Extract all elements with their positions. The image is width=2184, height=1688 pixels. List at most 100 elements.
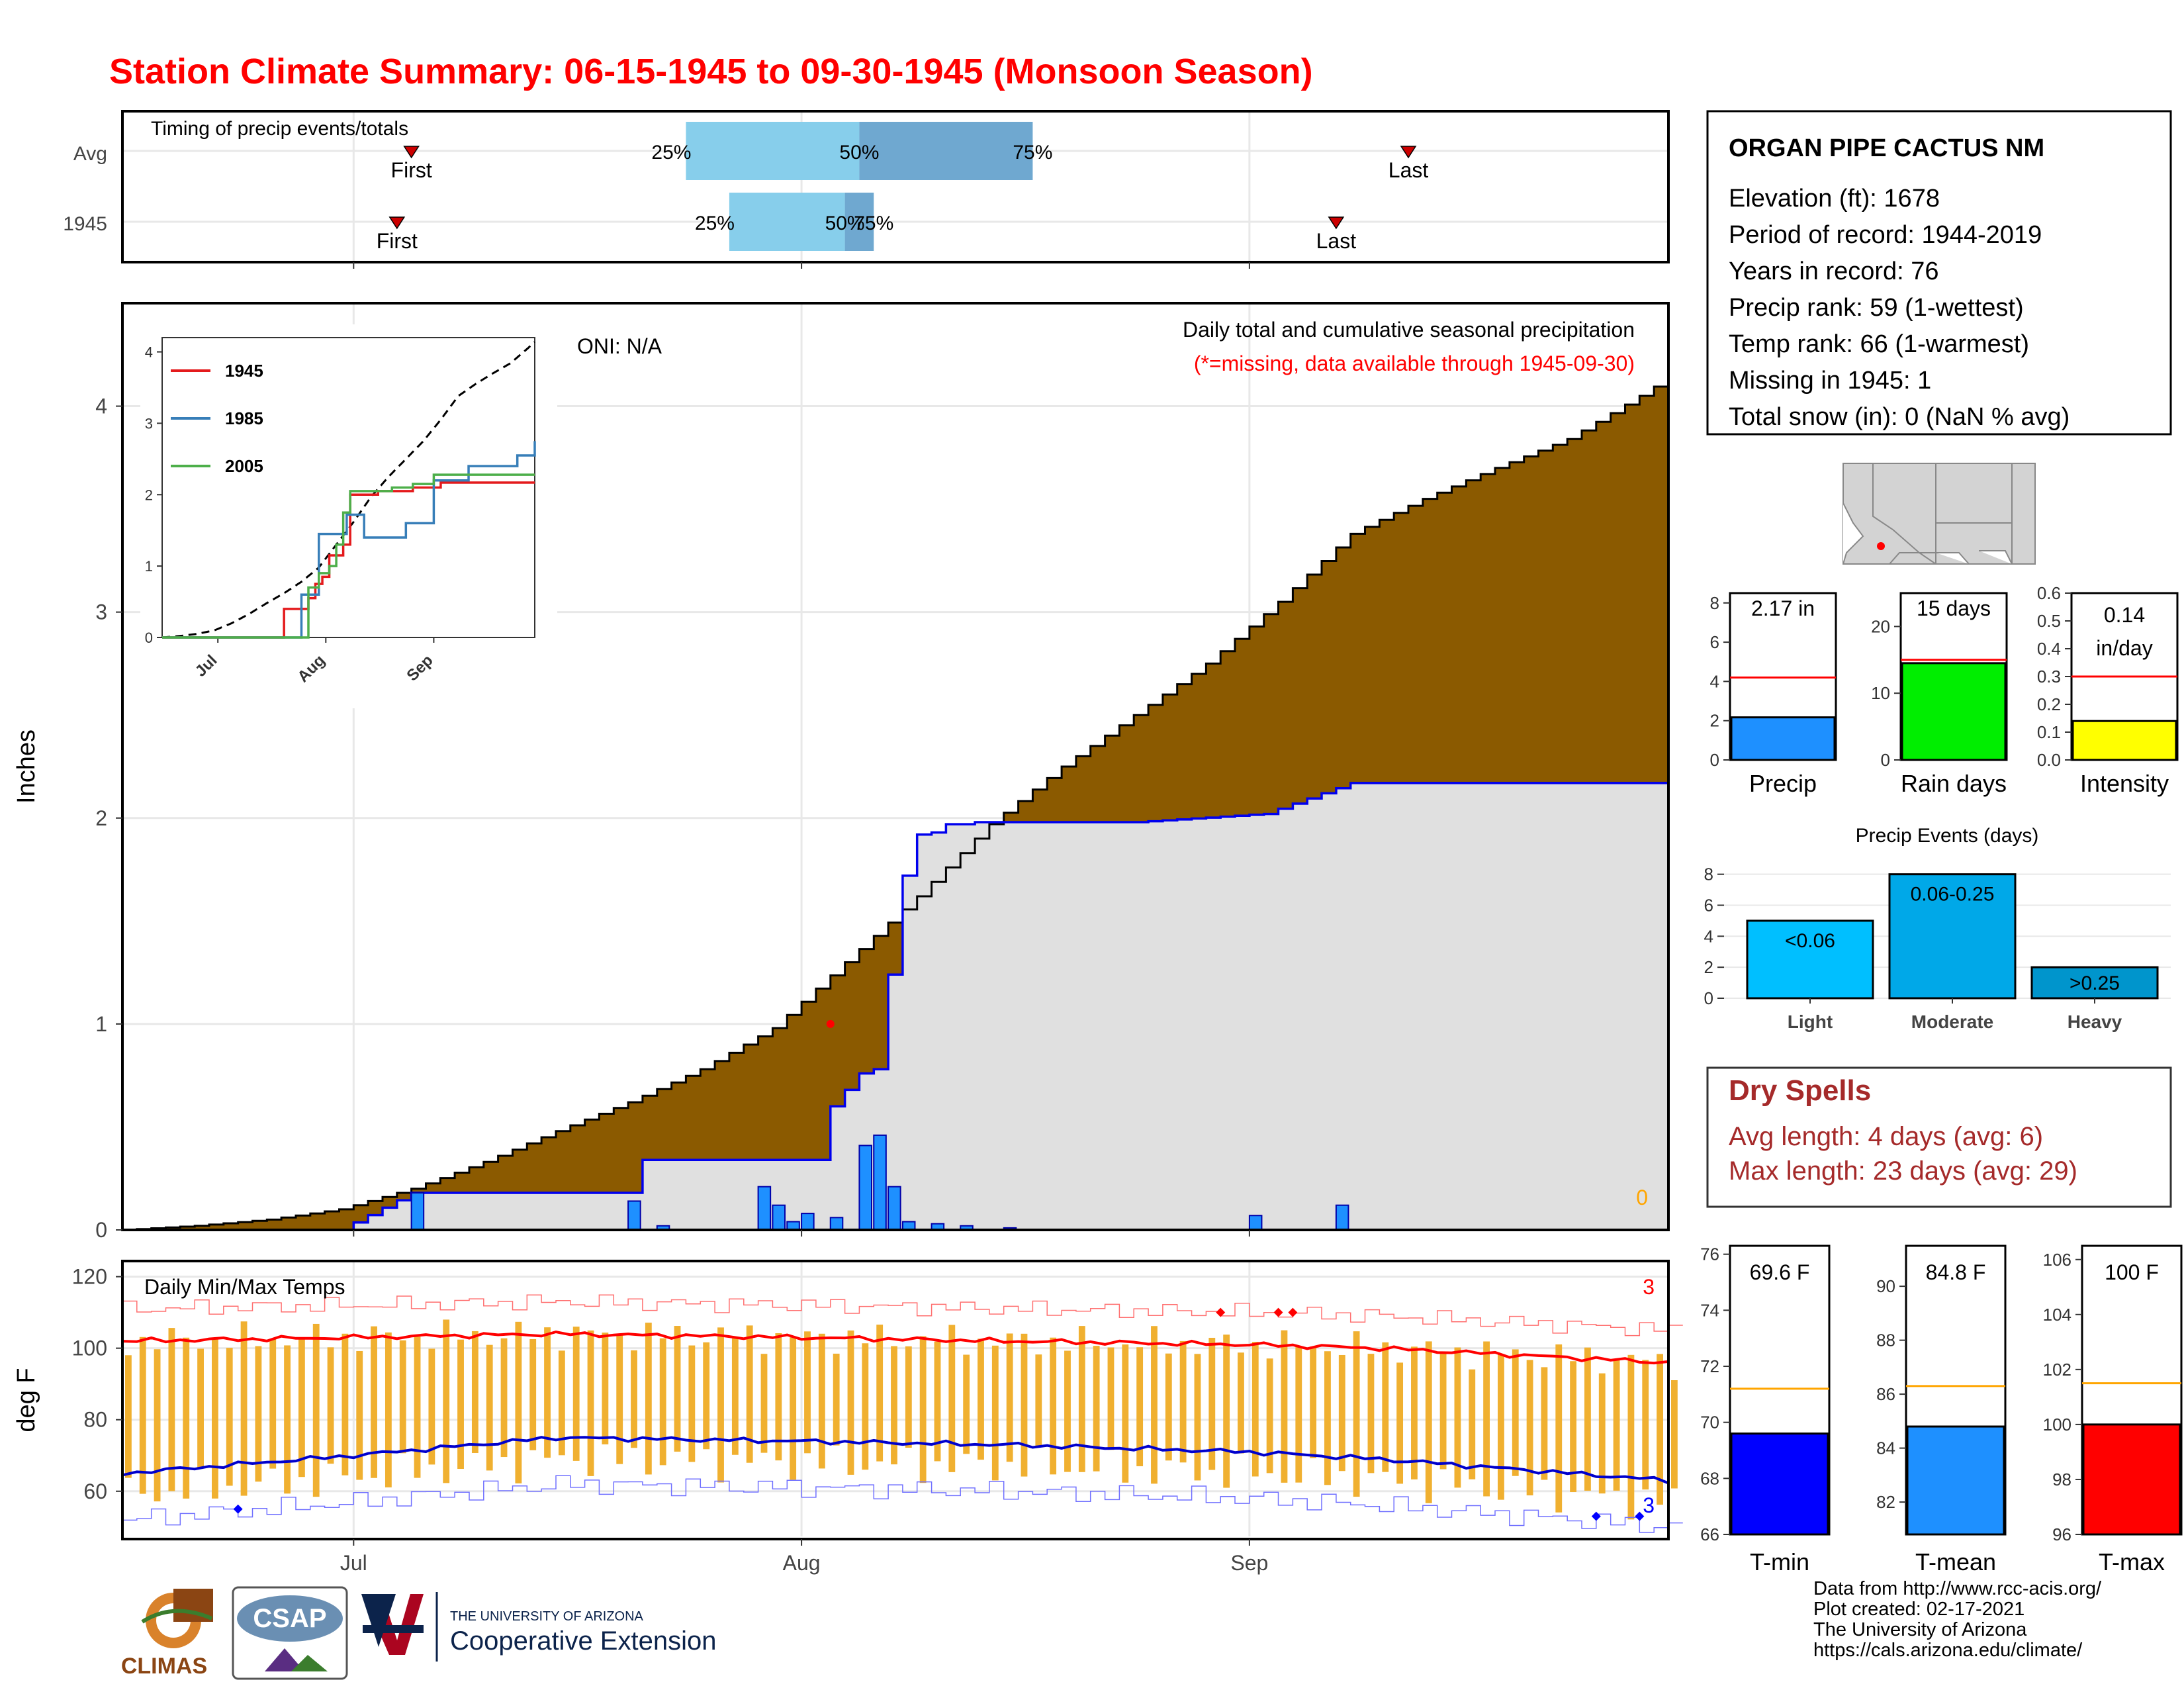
precip-ylabel: Inches bbox=[13, 729, 40, 804]
temp-stat-tick-label: 102 bbox=[2043, 1360, 2071, 1380]
daily-temp-range-bar bbox=[876, 1325, 884, 1462]
daily-temp-range-bar bbox=[978, 1338, 984, 1460]
temp-stat-tick-label: 70 bbox=[1700, 1413, 1719, 1432]
daily-temp-range-bar bbox=[1454, 1347, 1461, 1488]
daily-temp-range-bar bbox=[1584, 1347, 1591, 1491]
daily-temp-range-bar bbox=[1251, 1342, 1259, 1477]
daily-temp-range-bar bbox=[804, 1331, 811, 1454]
last-event-marker bbox=[1328, 216, 1345, 230]
stat-tick-label: 10 bbox=[1871, 683, 1890, 703]
record-low-count: 3 bbox=[1643, 1493, 1655, 1517]
daily-precip-bar bbox=[858, 1145, 872, 1231]
stat-label: Precip bbox=[1749, 770, 1817, 797]
daily-temp-range-bar bbox=[731, 1338, 739, 1455]
stat-value: 0.14 bbox=[2104, 603, 2145, 627]
daily-temp-range-bar bbox=[125, 1355, 132, 1478]
daily-temp-range-bar bbox=[399, 1340, 406, 1454]
precip-ytick-label: 2 bbox=[95, 806, 107, 830]
daily-temp-range-bar bbox=[1483, 1341, 1490, 1497]
events-tick-label: 0 bbox=[1704, 988, 1713, 1008]
daily-temp-range-bar bbox=[948, 1325, 956, 1472]
daily-temp-range-bar bbox=[818, 1333, 825, 1469]
temp-stat-tick-label: 72 bbox=[1700, 1356, 1719, 1376]
last-event-label: Last bbox=[1316, 229, 1357, 253]
timing-panel-title: Timing of precip events/totals bbox=[151, 118, 408, 140]
daily-temp-range-bar bbox=[1310, 1346, 1317, 1458]
precip-event-bar bbox=[1888, 873, 2017, 1000]
temp-stat-tick-label: 96 bbox=[2052, 1524, 2071, 1544]
timing-label-75: 75% bbox=[1013, 142, 1052, 164]
inset-ytick-label: 4 bbox=[145, 344, 153, 361]
stat-tick-label: 0 bbox=[1710, 750, 1719, 770]
temp-ytick-label: 100 bbox=[72, 1336, 107, 1360]
daily-temp-range-bar bbox=[500, 1338, 508, 1458]
temp-stat-tick-label: 68 bbox=[1700, 1468, 1719, 1488]
daily-temp-range-bar bbox=[1281, 1330, 1288, 1483]
daily-temp-range-bar bbox=[645, 1323, 652, 1475]
temp-stat-tick-label: 100 bbox=[2043, 1415, 2071, 1434]
events-tick-label: 8 bbox=[1704, 865, 1713, 884]
events-tick-label: 4 bbox=[1704, 926, 1713, 946]
page-title: Station Climate Summary: 06-15-1945 to 0… bbox=[109, 52, 1313, 91]
daily-temp-range-bar bbox=[602, 1333, 609, 1444]
credit-line: https://cals.arizona.edu/climate/ bbox=[1813, 1640, 2083, 1661]
inset-series-line-2005 bbox=[162, 473, 535, 639]
daily-temp-range-bar bbox=[891, 1346, 897, 1465]
daily-temp-range-bar bbox=[587, 1330, 594, 1476]
location-map bbox=[1843, 463, 2036, 565]
timing-bar-25-50 bbox=[729, 193, 845, 251]
daily-temp-range-bar bbox=[327, 1347, 334, 1464]
temp-panel-title: Daily Min/Max Temps bbox=[144, 1275, 345, 1299]
daily-temp-range-bar bbox=[529, 1338, 537, 1450]
daily-temp-range-bar bbox=[760, 1354, 768, 1453]
daily-temp-range-bar bbox=[1598, 1373, 1606, 1494]
dry-spells-title: Dry Spells bbox=[1729, 1074, 1871, 1107]
precip-event-value: <0.06 bbox=[1785, 930, 1835, 952]
daily-precip-bar bbox=[1335, 1204, 1349, 1231]
first-event-label: First bbox=[377, 229, 418, 253]
first-event-marker bbox=[403, 146, 420, 159]
csap-logo-text: CSAP bbox=[253, 1604, 326, 1633]
observed-cumulative-line bbox=[122, 782, 1668, 1231]
dry-spells-max: Max length: 23 days (avg: 29) bbox=[1729, 1156, 2077, 1186]
precip-subtitle: Daily total and cumulative seasonal prec… bbox=[1183, 318, 1635, 342]
daily-temp-range-bar bbox=[1208, 1337, 1216, 1470]
daily-temp-range-bar bbox=[1324, 1351, 1331, 1485]
xtick-label: Sep bbox=[1230, 1551, 1268, 1575]
daily-precip-bar bbox=[410, 1192, 425, 1231]
station-info: ORGAN PIPE CACTUS NM Elevation (ft): 167… bbox=[1706, 110, 2172, 436]
inset-series-line-1985 bbox=[162, 441, 536, 639]
temp-stat-bar-T-min bbox=[1730, 1432, 1829, 1536]
daily-temp-range-bar bbox=[847, 1330, 854, 1475]
daily-temp-range-bar bbox=[1006, 1333, 1013, 1462]
daily-temp-range-bar bbox=[226, 1348, 233, 1486]
credit-line: Data from http://www.rcc-acis.org/ bbox=[1813, 1578, 2102, 1599]
daily-temp-range-bar bbox=[1512, 1349, 1519, 1476]
dry-spells-avg: Avg length: 4 days (avg: 6) bbox=[1729, 1122, 2043, 1151]
temp-stat-tick-label: 90 bbox=[1876, 1276, 1895, 1296]
station-line: Total snow (in): 0 (NaN % avg) bbox=[1729, 403, 2070, 431]
station-line: Years in record: 76 bbox=[1729, 258, 1939, 285]
precip-event-label: Heavy bbox=[2068, 1011, 2122, 1032]
inset-legend-label: 1985 bbox=[225, 408, 263, 428]
timing-label-50: 50% bbox=[839, 142, 879, 164]
timing-label-50: 50% bbox=[825, 212, 865, 234]
station-line: Elevation (ft): 1678 bbox=[1729, 185, 1940, 212]
precip-panel: 0 1 2 3 4 Inches ONI: N/A Daily total and cu… bbox=[13, 302, 1670, 1242]
footer-credits: Data from http://www.rcc-acis.org/ Plot … bbox=[1813, 1579, 2101, 1661]
daily-temp-range-bar bbox=[1367, 1354, 1375, 1474]
last-event-marker bbox=[1400, 146, 1417, 159]
daily-temp-range-bar bbox=[1179, 1340, 1187, 1463]
stat-tick-label: 8 bbox=[1710, 593, 1719, 613]
record-low-marker bbox=[233, 1504, 243, 1514]
stat-tick-label: 2 bbox=[1710, 711, 1719, 731]
precip-event-value: >0.25 bbox=[2070, 972, 2120, 994]
daily-temp-range-bar bbox=[862, 1343, 869, 1470]
daily-temp-range-bar bbox=[211, 1338, 218, 1499]
ua-logo: THE UNIVERSITY OF ARIZONA Cooperative Ex… bbox=[361, 1592, 716, 1662]
temp-stat-tick-label: 88 bbox=[1876, 1331, 1895, 1350]
stat-tick-label: 4 bbox=[1710, 671, 1719, 691]
daily-precip-bar bbox=[801, 1213, 815, 1231]
timing-bar-25-50 bbox=[686, 122, 860, 180]
